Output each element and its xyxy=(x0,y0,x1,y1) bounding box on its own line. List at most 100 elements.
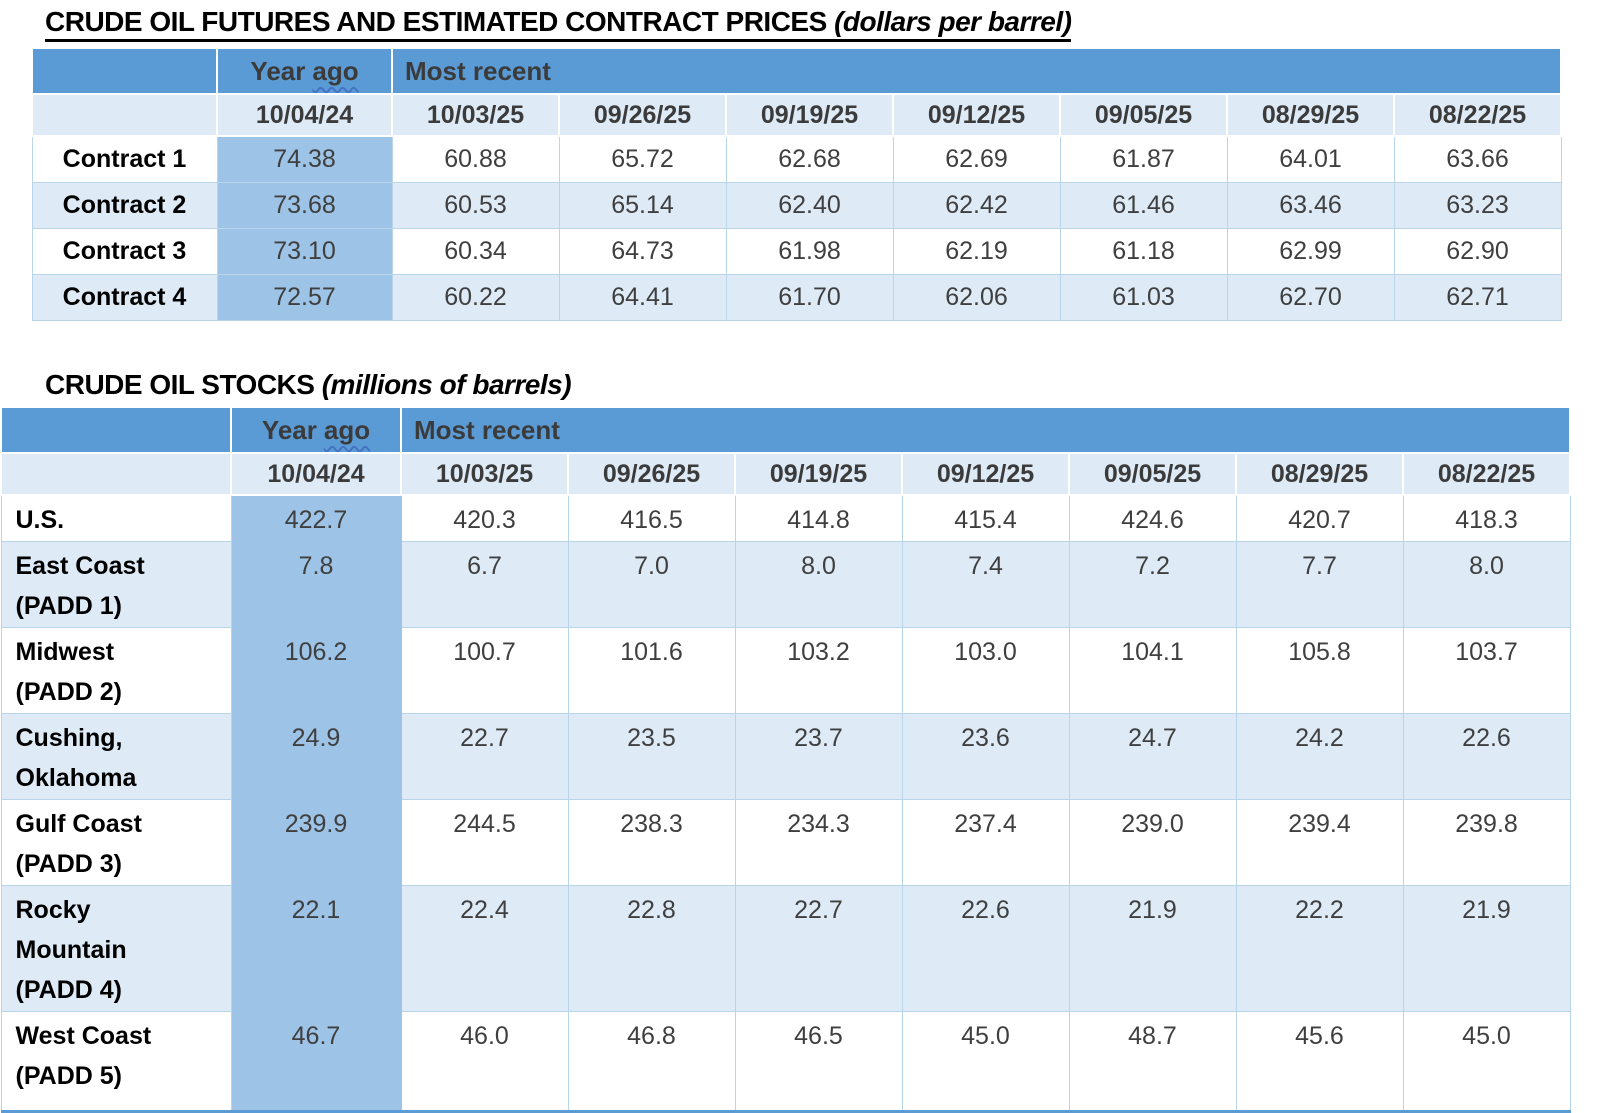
value-cell: 23.7 xyxy=(734,713,903,800)
row-label: Midwest (PADD 2) xyxy=(0,627,232,714)
date-cell: 08/29/25 xyxy=(1226,93,1395,137)
table-row: East Coast (PADD 1) 7.8 6.7 7.0 8.0 7.4 7… xyxy=(0,541,1571,628)
date-cell: 08/22/25 xyxy=(1392,93,1563,137)
value-cell: 60.53 xyxy=(391,182,560,229)
value-cell: 61.18 xyxy=(1059,228,1228,275)
value-cell: 24.2 xyxy=(1235,713,1404,800)
date-cell: 09/26/25 xyxy=(558,93,727,137)
value-cell: 100.7 xyxy=(400,627,569,714)
date-cell: 10/03/25 xyxy=(391,93,560,137)
value-cell: 7.2 xyxy=(1068,541,1237,628)
value-cell: 22.6 xyxy=(1402,713,1571,800)
date-cell: 08/22/25 xyxy=(1401,452,1572,496)
futures-title-text: CRUDE OIL FUTURES AND ESTIMATED CONTRACT… xyxy=(45,6,827,37)
row-label: West Coast (PADD 5) xyxy=(0,1011,232,1112)
date-cell: 10/03/25 xyxy=(400,452,569,496)
value-cell: 63.66 xyxy=(1393,135,1562,183)
value-cell: 61.70 xyxy=(725,274,894,321)
futures-title: CRUDE OIL FUTURES AND ESTIMATED CONTRACT… xyxy=(45,6,1609,42)
value-cell: 104.1 xyxy=(1068,627,1237,714)
value-cell: 62.69 xyxy=(892,135,1061,183)
date-cell: 09/12/25 xyxy=(892,93,1061,137)
value-cell: 234.3 xyxy=(734,799,903,886)
value-cell: 105.8 xyxy=(1235,627,1404,714)
futures-unit-note: (dollars per barrel) xyxy=(834,6,1072,37)
value-cell: 414.8 xyxy=(734,494,903,542)
year-ago-cell: 73.10 xyxy=(216,228,393,275)
date-cell: 09/05/25 xyxy=(1068,452,1237,496)
value-cell: 22.8 xyxy=(567,885,736,1012)
value-cell: 8.0 xyxy=(1402,541,1571,628)
stocks-unit-note: (millions of barrels) xyxy=(321,369,572,400)
value-cell: 60.22 xyxy=(391,274,560,321)
year-ago-cell: 74.38 xyxy=(216,135,393,183)
value-cell: 46.8 xyxy=(567,1011,736,1112)
value-cell: 62.99 xyxy=(1226,228,1395,275)
year-ago-cell: 24.9 xyxy=(230,713,402,800)
value-cell: 45.6 xyxy=(1235,1011,1404,1112)
value-cell: 64.41 xyxy=(558,274,727,321)
value-cell: 22.7 xyxy=(734,885,903,1012)
date-cell: 08/29/25 xyxy=(1235,452,1404,496)
value-cell: 7.0 xyxy=(567,541,736,628)
value-cell: 62.42 xyxy=(892,182,1061,229)
stocks-header-row: Year ago Most recent xyxy=(0,406,1572,454)
most-recent-header: Most recent xyxy=(399,406,1572,454)
value-cell: 61.98 xyxy=(725,228,894,275)
spellcheck-squiggle: ago xyxy=(312,55,359,86)
value-cell: 103.7 xyxy=(1402,627,1571,714)
row-label: Cushing, Oklahoma xyxy=(0,713,232,800)
value-cell: 48.7 xyxy=(1068,1011,1237,1112)
value-cell: 62.40 xyxy=(725,182,894,229)
value-cell: 45.0 xyxy=(1402,1011,1571,1112)
value-cell: 239.8 xyxy=(1402,799,1571,886)
date-cell: 09/26/25 xyxy=(567,452,736,496)
table-row: Gulf Coast (PADD 3) 239.9 244.5 238.3 234… xyxy=(0,799,1571,886)
value-cell: 6.7 xyxy=(400,541,569,628)
table-row: Contract 2 73.68 60.53 65.14 62.40 62.42… xyxy=(31,182,1562,229)
value-cell: 60.88 xyxy=(391,135,560,183)
value-cell: 62.68 xyxy=(725,135,894,183)
row-label: Contract 2 xyxy=(31,182,218,229)
value-cell: 63.23 xyxy=(1393,182,1562,229)
value-cell: 239.4 xyxy=(1235,799,1404,886)
value-cell: 62.06 xyxy=(892,274,1061,321)
year-ago-cell: 7.8 xyxy=(230,541,402,628)
date-cell: 09/19/25 xyxy=(725,93,894,137)
date-cell: 10/04/24 xyxy=(216,93,393,137)
futures-header-blank xyxy=(31,47,218,95)
value-cell: 420.7 xyxy=(1235,494,1404,542)
date-cell: 10/04/24 xyxy=(230,452,402,496)
value-cell: 61.03 xyxy=(1059,274,1228,321)
stocks-date-blank xyxy=(0,452,232,496)
value-cell: 65.14 xyxy=(558,182,727,229)
row-label: East Coast (PADD 1) xyxy=(0,541,232,628)
value-cell: 239.0 xyxy=(1068,799,1237,886)
table-row: Midwest (PADD 2) 106.2 100.7 101.6 103.2 … xyxy=(0,627,1571,714)
futures-date-row: 10/04/24 10/03/25 09/26/25 09/19/25 09/1… xyxy=(31,93,1563,137)
stocks-title-text: CRUDE OIL STOCKS xyxy=(45,369,315,400)
table-row: Contract 4 72.57 60.22 64.41 61.70 62.06… xyxy=(31,274,1562,321)
year-ago-cell: 422.7 xyxy=(230,494,402,542)
value-cell: 64.01 xyxy=(1226,135,1395,183)
year-ago-cell: 46.7 xyxy=(230,1011,402,1112)
value-cell: 64.73 xyxy=(558,228,727,275)
value-cell: 62.70 xyxy=(1226,274,1395,321)
value-cell: 420.3 xyxy=(400,494,569,542)
value-cell: 237.4 xyxy=(901,799,1070,886)
date-cell: 09/12/25 xyxy=(901,452,1070,496)
table-row: West Coast (PADD 5) 46.7 46.0 46.8 46.5 4… xyxy=(0,1011,1571,1112)
year-ago-cell: 72.57 xyxy=(216,274,393,321)
date-cell: 09/05/25 xyxy=(1059,93,1228,137)
stocks-date-row: 10/04/24 10/03/25 09/26/25 09/19/25 09/1… xyxy=(0,452,1572,496)
year-ago-cell: 22.1 xyxy=(230,885,402,1012)
value-cell: 24.7 xyxy=(1068,713,1237,800)
value-cell: 23.5 xyxy=(567,713,736,800)
value-cell: 103.0 xyxy=(901,627,1070,714)
row-label: Contract 4 xyxy=(31,274,218,321)
value-cell: 63.46 xyxy=(1226,182,1395,229)
value-cell: 46.5 xyxy=(734,1011,903,1112)
value-cell: 62.71 xyxy=(1393,274,1562,321)
row-label: Contract 1 xyxy=(31,135,218,183)
futures-header-row: Year ago Most recent xyxy=(31,47,1563,95)
